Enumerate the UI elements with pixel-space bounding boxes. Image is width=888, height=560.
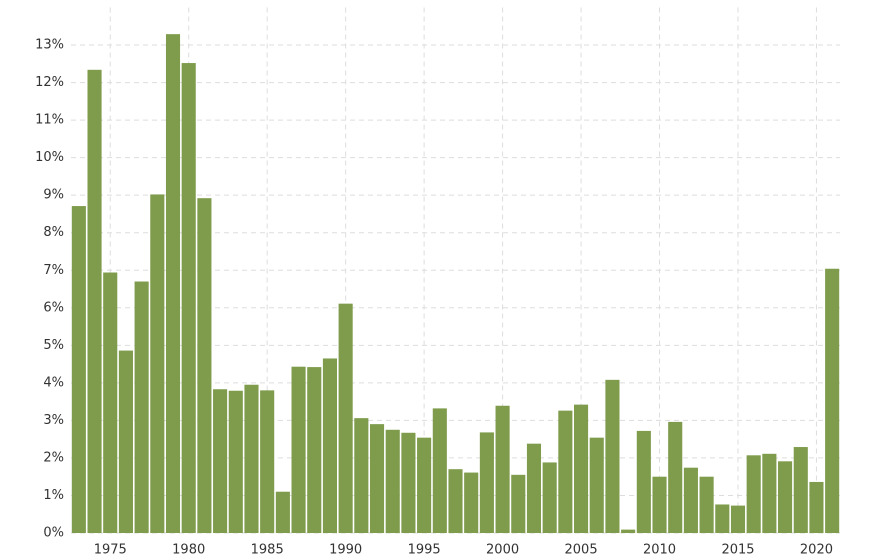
bar [746, 455, 761, 533]
bar [495, 405, 510, 533]
y-tick-label: 8% [43, 225, 64, 240]
bar [699, 476, 714, 533]
x-tick-label: 1985 [251, 543, 284, 558]
y-tick-label: 3% [43, 413, 64, 428]
y-tick-label: 7% [43, 263, 64, 278]
y-tick-label: 9% [43, 188, 64, 203]
bar [683, 467, 698, 533]
x-tick-label: 1995 [408, 543, 441, 558]
bar [291, 366, 306, 533]
bar [197, 198, 212, 533]
y-tick-label: 11% [35, 113, 64, 128]
bar [354, 418, 369, 533]
bar [526, 443, 542, 533]
y-tick-label: 12% [35, 75, 64, 90]
bar [464, 472, 479, 533]
y-tick-label: 5% [43, 338, 64, 353]
bar [636, 430, 651, 533]
bar [605, 379, 620, 533]
bar [652, 476, 667, 533]
bar [809, 481, 824, 533]
bar [558, 410, 573, 533]
bar [432, 408, 447, 533]
x-tick-label: 1975 [94, 543, 127, 558]
bar [322, 358, 337, 533]
bar [369, 424, 385, 533]
bar [134, 281, 149, 533]
bar [385, 429, 400, 533]
bar [542, 462, 557, 533]
bar [589, 437, 604, 533]
bar [401, 432, 416, 533]
bar [825, 268, 840, 533]
bar [668, 421, 683, 533]
bar [715, 504, 730, 533]
x-tick-label: 1980 [172, 543, 205, 558]
bar [181, 63, 196, 533]
bar [260, 390, 275, 533]
y-tick-label: 13% [35, 38, 64, 53]
bar [228, 390, 243, 533]
bar [417, 437, 432, 533]
bar [307, 367, 322, 533]
bar [778, 461, 793, 533]
y-tick-label: 10% [35, 150, 64, 165]
bar [275, 491, 290, 533]
x-tick-label: 2010 [643, 543, 676, 558]
bar [118, 350, 133, 533]
x-tick-label: 2015 [721, 543, 754, 558]
bar [793, 447, 808, 533]
bar [244, 384, 259, 533]
bar [511, 474, 526, 533]
bar [71, 206, 86, 533]
bar [150, 194, 165, 533]
bar [762, 453, 777, 533]
y-tick-label: 1% [43, 488, 64, 503]
bar [574, 404, 589, 533]
bar [165, 34, 181, 533]
x-tick-label: 2000 [486, 543, 519, 558]
bar [730, 505, 746, 533]
y-tick-label: 4% [43, 375, 64, 390]
y-tick-label: 2% [43, 450, 64, 465]
bar [338, 303, 353, 533]
y-tick-label: 6% [43, 300, 64, 315]
bar [213, 389, 228, 533]
x-tick-label: 1990 [329, 543, 362, 558]
bar [103, 272, 118, 533]
y-tick-label: 0% [43, 526, 64, 541]
x-tick-label: 2020 [800, 543, 833, 558]
bar [621, 529, 636, 533]
bar [448, 469, 463, 533]
bar [87, 69, 102, 533]
x-tick-label: 2005 [565, 543, 598, 558]
bar [479, 432, 494, 533]
